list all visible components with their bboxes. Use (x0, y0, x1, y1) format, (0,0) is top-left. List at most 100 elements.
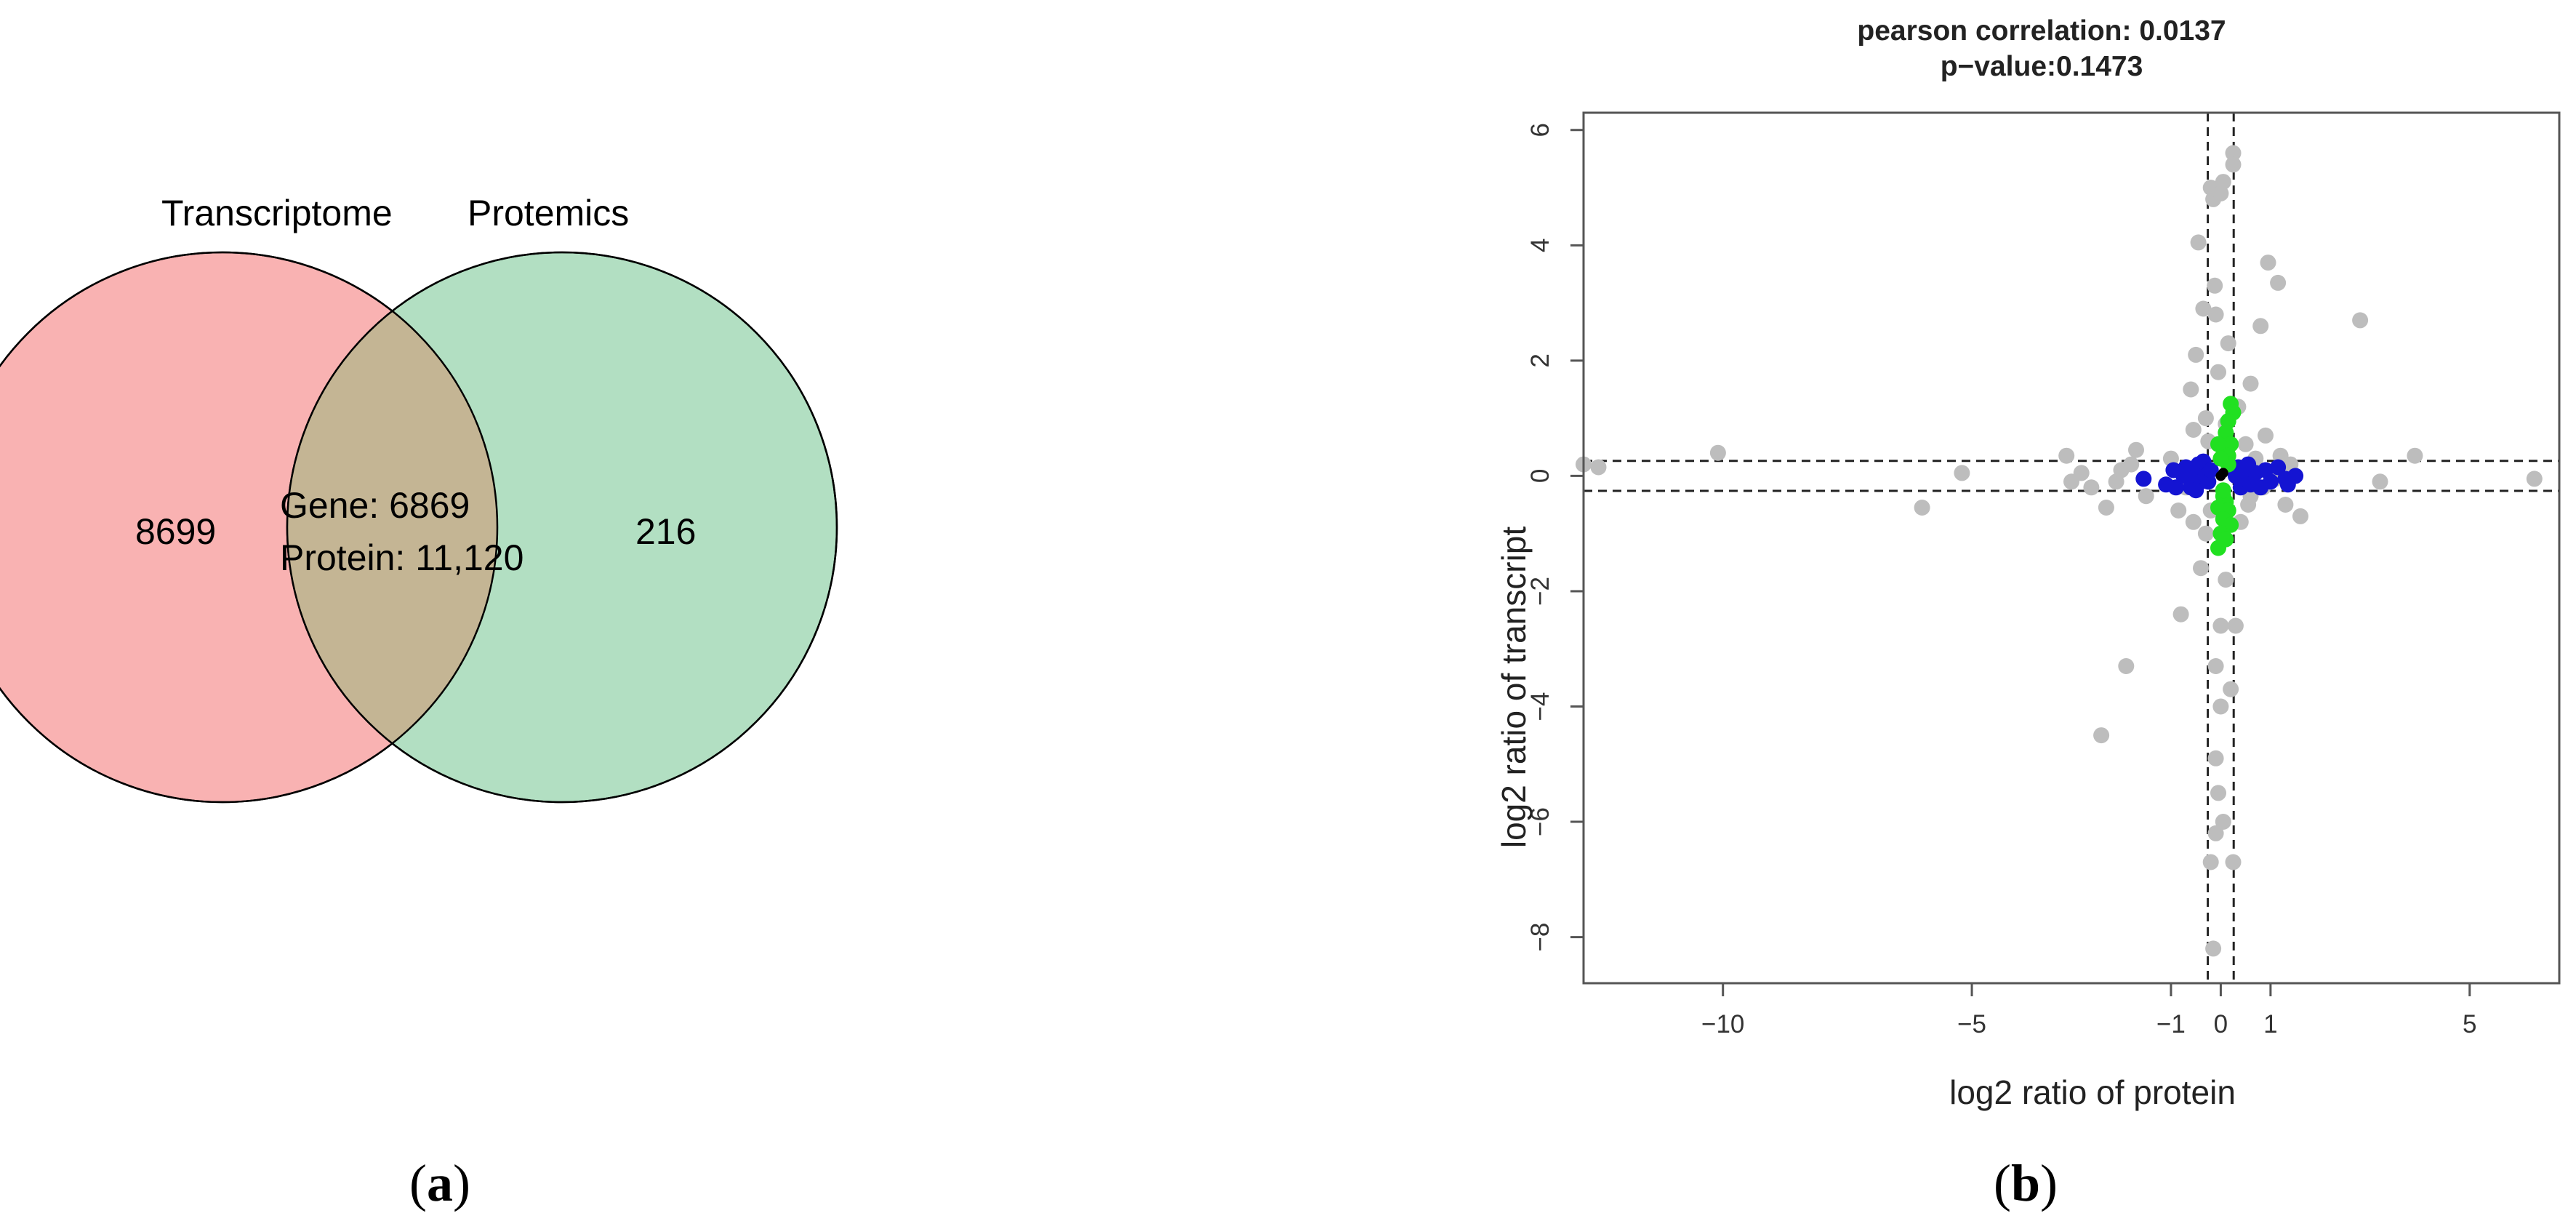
venn-set-label-transcriptome: Transcriptome (161, 193, 393, 233)
scatter-point-gray (2207, 658, 2224, 674)
scatter-point-gray (2252, 318, 2269, 335)
scatter-point-gray (2210, 364, 2226, 380)
scatter-point-green (2215, 482, 2231, 499)
scatter-point-green (2210, 436, 2226, 452)
x-axis-label: log2 ratio of protein (1949, 1073, 2236, 1111)
scatter-point-blue (2287, 468, 2304, 484)
scatter-point-gray (2215, 814, 2231, 830)
venn-diagram: Transcriptome Protemics 8699 216 Gene: 6… (0, 193, 838, 804)
y-tick-label: 6 (1526, 123, 1554, 137)
venn-overlap-protein-count: Protein: 11,120 (280, 537, 523, 578)
venn-outline-right (286, 251, 838, 804)
scatter-point-blue (2135, 471, 2152, 487)
venn-outline-left (0, 251, 499, 804)
scatter-points (1576, 145, 2543, 957)
scatter-point-gray (2172, 606, 2189, 622)
scatter-point-gray (2220, 335, 2236, 352)
x-tick-label: 5 (2463, 1010, 2476, 1038)
x-tick-label: −1 (2156, 1010, 2186, 1038)
scatter-point-gray (2207, 825, 2224, 841)
scatter-point-gray (1709, 444, 1726, 461)
scatter-point-gray (2123, 456, 2140, 473)
scatter-point-gray (2526, 471, 2543, 487)
y-axis: 6 4 2 0 −2 −4 −6 −8 (1526, 123, 1584, 952)
scatter-point-gray (2202, 854, 2219, 870)
scatter-point-gray (2372, 473, 2388, 490)
panel-label-b: (b) (1994, 1154, 2058, 1212)
scatter-point-gray (2225, 156, 2242, 173)
scatter-point-gray (2292, 508, 2308, 524)
x-tick-label: 1 (2263, 1010, 2277, 1038)
venn-overlap-region (287, 252, 497, 802)
scatter-point-gray (2227, 617, 2244, 634)
scatter-point-gray (2118, 658, 2135, 674)
scatter-point-gray (1954, 465, 1970, 481)
scatter-point-gray (2207, 277, 2223, 294)
panel-label-a: (a) (409, 1154, 470, 1212)
scatter-point-gray (2193, 560, 2209, 577)
y-tick-label: 0 (1526, 469, 1554, 483)
scatter-point-gray (2058, 447, 2075, 464)
scatter-point-gray (2212, 617, 2229, 634)
y-tick-label: −4 (1526, 692, 1554, 721)
x-tick-label: −5 (1957, 1010, 1986, 1038)
scatter-point-gray (2237, 436, 2254, 452)
chart-title: pearson correlation: 0.0137 (1857, 15, 2226, 47)
y-axis-label: log2 ratio of transcript (1495, 527, 1533, 849)
scatter-point-gray (2270, 274, 2287, 291)
scatter-point-gray (2218, 572, 2234, 588)
venn-overlap-gene-count: Gene: 6869 (280, 485, 470, 526)
scatter-point-gray (2190, 234, 2207, 251)
scatter-point-gray (2225, 854, 2242, 870)
x-axis: −10 −5 −1 0 1 5 (1701, 983, 2476, 1038)
scatter-point-blue (2270, 459, 2287, 476)
scatter-point-gray (2093, 727, 2110, 744)
y-tick-label: −2 (1526, 577, 1554, 606)
scatter-point-gray (2197, 410, 2214, 427)
scatter-chart: pearson correlation: 0.0137 p−value:0.14… (1495, 15, 2561, 1111)
x-tick-label: −10 (1701, 1010, 1744, 1038)
scatter-point-gray (2195, 300, 2212, 317)
scatter-point-gray (2242, 375, 2259, 392)
y-tick-label: −8 (1526, 923, 1554, 952)
scatter-point-gray (2128, 441, 2144, 458)
scatter-point-gray (2212, 698, 2229, 715)
scatter-point-gray (2073, 465, 2090, 481)
x-tick-label: 0 (2214, 1010, 2228, 1038)
y-tick-label: 2 (1526, 353, 1554, 367)
scatter-point-gray (2260, 255, 2276, 271)
scatter-point-blue (2167, 479, 2184, 496)
scatter-point-gray (2197, 525, 2214, 542)
scatter-point-gray (2170, 503, 2187, 519)
scatter-point-green (2212, 450, 2229, 467)
scatter-point-gray (2223, 681, 2239, 697)
scatter-point-gray (2188, 346, 2204, 363)
scatter-point-blue (2202, 462, 2219, 479)
y-tick-label: 4 (1526, 239, 1554, 252)
scatter-point-blue (2227, 468, 2244, 484)
scatter-point-gray (2098, 500, 2114, 516)
scatter-point-black (2218, 468, 2228, 479)
scatter-point-gray (1914, 500, 1930, 516)
scatter-point-gray (2352, 312, 2369, 329)
scatter-point-gray (2185, 513, 2202, 530)
scatter-point-gray (2407, 447, 2423, 464)
venn-count-transcriptome-only: 8699 (135, 511, 216, 552)
venn-count-proteomics-only: 216 (635, 511, 696, 552)
scatter-point-gray (2207, 750, 2224, 766)
scatter-point-blue (2188, 482, 2204, 499)
plot-frame (1582, 111, 2561, 985)
scatter-point-gray (2277, 497, 2294, 513)
scatter-point-gray (2215, 174, 2231, 191)
scatter-point-gray (2083, 479, 2100, 496)
scatter-point-gray (2225, 145, 2242, 161)
scatter-point-gray (2210, 785, 2226, 801)
scatter-point-gray (2205, 940, 2222, 957)
scatter-point-gray (2258, 427, 2274, 444)
y-tick-label: −6 (1526, 807, 1554, 836)
scatter-point-gray (2185, 422, 2202, 438)
chart-subtitle: p−value:0.1473 (1941, 51, 2143, 82)
scatter-point-gray (2207, 306, 2224, 323)
scatter-point-gray (2138, 488, 2154, 505)
scatter-point-gray (2183, 381, 2199, 398)
